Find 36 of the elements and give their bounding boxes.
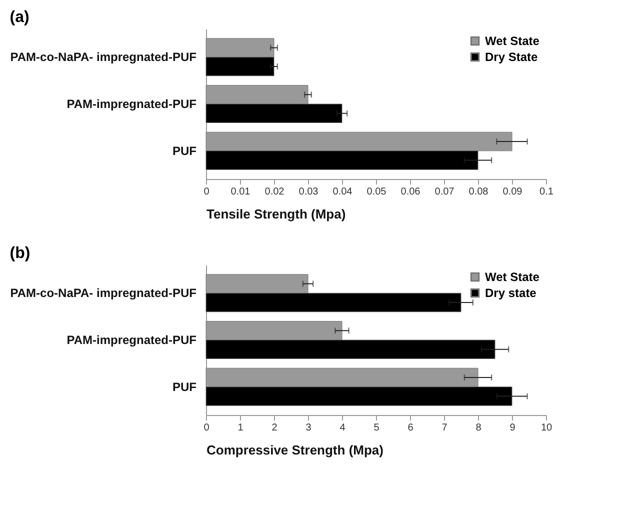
y-tick-label: PAM-impregnated-PUF [66,333,196,347]
x-tick-label: 0.1 [540,186,554,198]
text: (a) [10,9,30,26]
x-tick-label: 0.03 [298,186,319,198]
y-tick-label: PAM-impregnated-PUF [66,97,196,111]
x-tick-label: 0.05 [366,186,387,198]
x-tick-label: 4 [340,422,346,434]
y-tick-label: PUF [172,380,196,394]
y-tick-label: PAM-co-NaPA- impregnated-PUF [10,286,196,300]
x-tick-label: 10 [540,422,552,434]
x-tick-label: 2 [272,422,278,434]
x-tick-label: 0.07 [434,186,455,198]
legend-label: Dry state [485,286,537,300]
legend-label: Wet State [485,34,540,48]
text: (b) [10,245,30,262]
x-tick-label: 9 [510,422,516,434]
x-tick-label: 0.04 [332,186,353,198]
x-tick-label: 0.08 [468,186,489,198]
x-tick-label: 0 [204,186,210,198]
x-axis-title: Compressive Strength (Mpa) [206,442,384,458]
legend-label: Dry State [485,50,538,64]
y-tick-label: PAM-co-NaPA- impregnated-PUF [10,50,196,64]
x-tick-label: 3 [306,422,312,434]
x-tick-label: 6 [408,422,414,434]
x-tick-label: 0.02 [264,186,285,198]
x-axis-title: Tensile Strength (Mpa) [206,206,346,222]
y-tick-label: PUF [172,144,196,158]
x-tick-label: 0.09 [502,186,523,198]
x-tick-label: 1 [238,422,244,434]
x-tick-label: 7 [442,422,448,434]
legend-label: Wet State [485,270,540,284]
x-tick-label: 8 [476,422,482,434]
x-tick-label: 0.06 [400,186,421,198]
x-tick-label: 0 [204,422,210,434]
x-tick-label: 0.01 [230,186,251,198]
x-tick-label: 5 [374,422,380,434]
